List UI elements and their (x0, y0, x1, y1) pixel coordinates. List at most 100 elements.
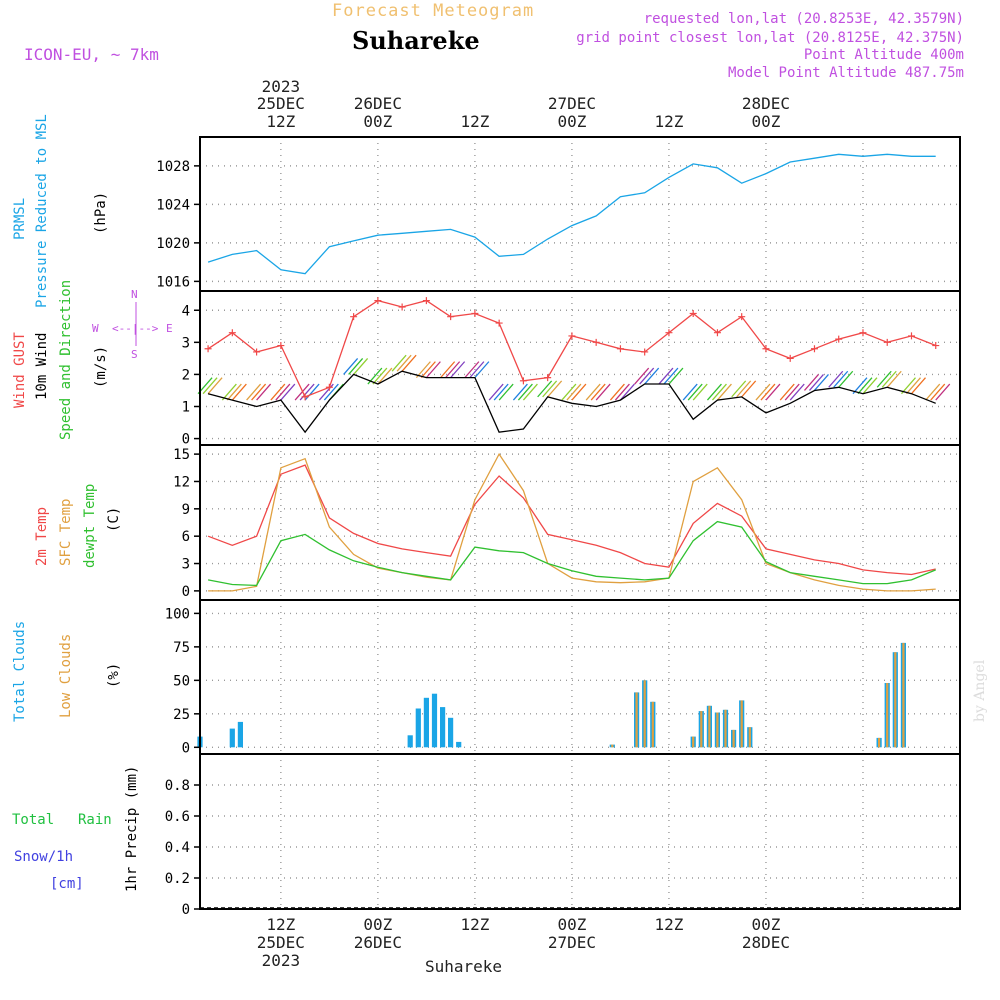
y-tick-label: 1016 (156, 274, 190, 290)
wind-arrow (619, 383, 635, 401)
cloud-bar (448, 717, 454, 748)
wind-arrow (512, 383, 528, 401)
wind-arrow (270, 383, 286, 401)
compass-mid: <--|--> (112, 322, 159, 335)
gust-marker (932, 342, 940, 350)
wind-arrow (595, 383, 611, 401)
cloud-bar (407, 735, 413, 748)
snow-label: Snow/1h (14, 849, 73, 865)
wind-arrow (401, 354, 417, 372)
y-tick-label: 1020 (156, 236, 190, 252)
bottom-date-line1: 12Z (654, 915, 683, 934)
cloud-bar (431, 693, 438, 748)
gust-marker (277, 342, 285, 350)
top-date-line2: 26DEC (354, 94, 402, 113)
y-tick-label: 0 (182, 740, 190, 756)
cloud-bar (643, 680, 646, 748)
cloud-bar (700, 711, 703, 748)
wind-arrow (542, 380, 558, 398)
wind-arrow (425, 361, 441, 379)
cloud-bar (894, 652, 897, 748)
wind-arrow (493, 383, 509, 401)
wind-arrow (755, 383, 771, 401)
wind-arrow (445, 361, 461, 379)
cloud-bar (716, 712, 719, 748)
y-tick-label: 9 (182, 502, 190, 518)
wind-arrow (634, 367, 650, 385)
c-label: (C) (106, 507, 122, 532)
pressure-label: Pressure Reduced to MSL (34, 114, 50, 308)
wind-arrow (833, 370, 849, 388)
y-tick-label: 1 (182, 400, 190, 416)
wind-arrow (862, 377, 878, 395)
wind-arrow (614, 383, 630, 401)
panel-frame (199, 753, 961, 910)
wind-arrow (663, 367, 679, 385)
top-date-line3: 00Z (752, 112, 781, 131)
panel-frame (199, 444, 961, 601)
gust-marker (689, 309, 697, 317)
model-name: ICON-EU, ~ 7km (24, 45, 159, 64)
wind-arrow (803, 374, 819, 391)
cloud-bar (692, 736, 695, 748)
series-line (207, 153, 936, 275)
total-clouds-label: Total Clouds (12, 621, 28, 722)
wind-arrow (668, 367, 684, 385)
gust-marker (325, 383, 333, 391)
y-tick-label: 6 (182, 529, 190, 545)
hpa-label: (hPa) (93, 192, 109, 234)
wind-arrow (561, 383, 577, 401)
bottom-date-line2: 25DEC (257, 933, 305, 952)
cloud-bar (708, 705, 711, 748)
wind-arrow (925, 383, 941, 401)
cloud-bar (415, 708, 421, 748)
prmsl-label: PRMSL (12, 198, 28, 240)
top-date-line3: 00Z (363, 112, 392, 131)
wind-arrow (348, 357, 364, 375)
wind-arrow (731, 380, 747, 398)
wind-arrow (474, 361, 490, 379)
gust-marker (422, 297, 430, 305)
top-date-line2: 27DEC (548, 94, 596, 113)
wind-arrow (246, 383, 262, 401)
gust-label: Wind GUST (12, 332, 28, 408)
ms-label: (m/s) (93, 346, 109, 388)
panel-frame (199, 136, 961, 292)
wind-arrow (207, 377, 223, 395)
compass-e: E (166, 322, 173, 335)
y-tick-label: 3 (182, 335, 190, 351)
gust-marker (495, 319, 503, 327)
cloud-bar (423, 697, 429, 748)
location-name: Suhareke (352, 26, 480, 55)
wind-arrow (585, 383, 601, 401)
wind-arrow (639, 367, 655, 385)
wind-arrow (537, 380, 553, 398)
gust-marker (398, 303, 406, 311)
wind-arrow (256, 383, 272, 401)
watermark: by Angel (972, 659, 988, 722)
y-tick-label: 0 (182, 584, 190, 600)
cloud-bar (635, 692, 638, 748)
wind-arrow (202, 377, 218, 395)
wind-arrow (682, 383, 698, 401)
gust-marker (253, 348, 261, 356)
y-tick-label: 0.2 (165, 871, 190, 887)
y-tick-label: 4 (182, 303, 190, 319)
sfc-label: SFC Temp (58, 499, 74, 566)
top-date-line2: 25DEC (257, 94, 305, 113)
gust-marker (568, 332, 576, 340)
wind-arrow (881, 370, 897, 388)
wind-arrow (464, 361, 480, 379)
bottom-date-line2: 27DEC (548, 933, 596, 952)
gust-marker (544, 374, 552, 382)
total-rain-label: Total (12, 812, 54, 828)
wind-arrow (808, 374, 824, 391)
rain-label: Rain (78, 812, 112, 828)
wind-arrow (343, 357, 359, 375)
gust-marker (519, 377, 527, 385)
cloud-bar (748, 727, 751, 748)
time-axis: 202325DEC12Z12Z25DEC202326DEC00Z00Z26DEC… (257, 77, 790, 970)
compass-rose: N W <--|--> E S (92, 288, 173, 361)
gust-marker (592, 338, 600, 346)
y-tick-label: 0 (182, 902, 190, 918)
